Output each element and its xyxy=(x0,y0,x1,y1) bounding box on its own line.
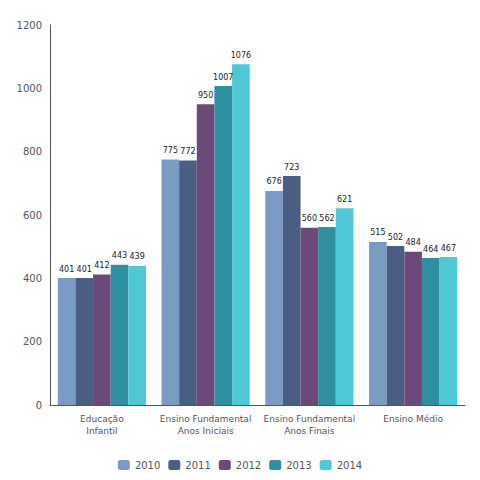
svg-text:0: 0 xyxy=(36,400,42,411)
svg-text:1007: 1007 xyxy=(213,73,233,82)
svg-text:200: 200 xyxy=(23,336,42,347)
svg-text:Ensino Fundamental: Ensino Fundamental xyxy=(160,414,252,424)
svg-text:Infantil: Infantil xyxy=(86,426,117,436)
svg-text:676: 676 xyxy=(266,177,281,186)
svg-text:621: 621 xyxy=(337,195,352,204)
svg-text:Anos Finais: Anos Finais xyxy=(284,426,335,436)
svg-text:443: 443 xyxy=(112,251,127,260)
svg-text:1076: 1076 xyxy=(231,51,251,60)
svg-text:Educação: Educação xyxy=(80,414,124,424)
svg-text:Anos Iniciais: Anos Iniciais xyxy=(178,426,234,436)
svg-text:723: 723 xyxy=(284,163,299,172)
svg-text:484: 484 xyxy=(405,238,420,247)
svg-text:400: 400 xyxy=(23,273,42,284)
svg-text:562: 562 xyxy=(319,214,334,223)
svg-text:800: 800 xyxy=(23,146,42,157)
svg-text:950: 950 xyxy=(198,91,213,100)
svg-text:2012: 2012 xyxy=(236,460,261,471)
svg-text:Ensino Fundamental: Ensino Fundamental xyxy=(264,414,356,424)
svg-text:401: 401 xyxy=(59,265,74,274)
svg-text:439: 439 xyxy=(130,252,145,261)
svg-text:2013: 2013 xyxy=(286,460,311,471)
svg-text:2010: 2010 xyxy=(135,460,160,471)
svg-text:2014: 2014 xyxy=(337,460,362,471)
svg-text:412: 412 xyxy=(94,261,109,270)
svg-text:502: 502 xyxy=(388,233,403,242)
svg-text:775: 775 xyxy=(163,146,178,155)
svg-text:515: 515 xyxy=(370,228,385,237)
svg-text:1000: 1000 xyxy=(17,83,42,94)
svg-text:401: 401 xyxy=(77,265,92,274)
svg-text:2011: 2011 xyxy=(185,460,210,471)
svg-text:1200: 1200 xyxy=(17,20,42,31)
svg-text:467: 467 xyxy=(441,244,456,253)
svg-text:560: 560 xyxy=(302,214,317,223)
svg-text:Ensino Médio: Ensino Médio xyxy=(383,414,443,424)
svg-text:464: 464 xyxy=(423,245,438,254)
svg-text:772: 772 xyxy=(180,147,195,156)
svg-text:600: 600 xyxy=(23,210,42,221)
